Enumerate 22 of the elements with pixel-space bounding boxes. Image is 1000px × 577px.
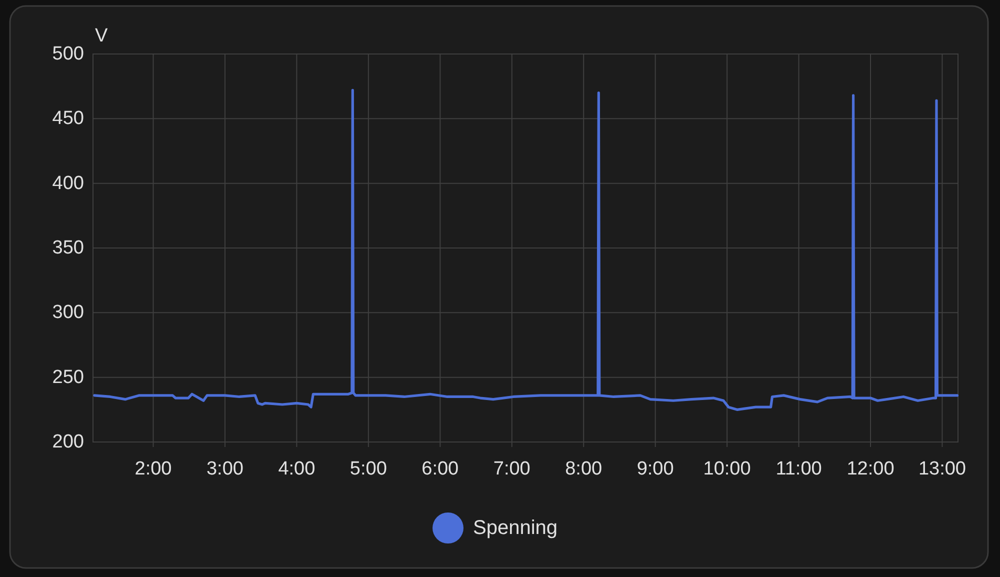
y-tick-label: 500 bbox=[52, 44, 84, 64]
x-tick-label: 3:00 bbox=[206, 458, 244, 480]
y-tick-label: 250 bbox=[52, 366, 84, 388]
line-series bbox=[93, 88, 959, 411]
y-axis-title: V bbox=[95, 26, 108, 46]
y-tick-label: 450 bbox=[52, 108, 84, 130]
x-tick-label: 5:00 bbox=[350, 458, 387, 480]
y-tick-label: 350 bbox=[52, 238, 84, 258]
x-tick-label: 11:00 bbox=[776, 458, 822, 480]
x-tick-label: 2:00 bbox=[134, 458, 172, 480]
x-tick-label: 8:00 bbox=[565, 458, 602, 480]
x-tick-label: 9:00 bbox=[636, 458, 674, 480]
y-tick-label: 200 bbox=[52, 432, 84, 452]
x-tick-label: 4:00 bbox=[278, 458, 316, 480]
y-tick-label: 300 bbox=[52, 302, 84, 324]
y-tick-label: 400 bbox=[52, 172, 84, 194]
legend-label: Spenning bbox=[473, 517, 558, 539]
x-tick-label: 10:00 bbox=[703, 458, 751, 480]
x-tick-label: 13:00 bbox=[918, 458, 966, 480]
x-tick-label: 12:00 bbox=[846, 458, 894, 480]
x-tick-label: 6:00 bbox=[422, 458, 459, 480]
x-tick-label: 7:00 bbox=[493, 458, 530, 480]
